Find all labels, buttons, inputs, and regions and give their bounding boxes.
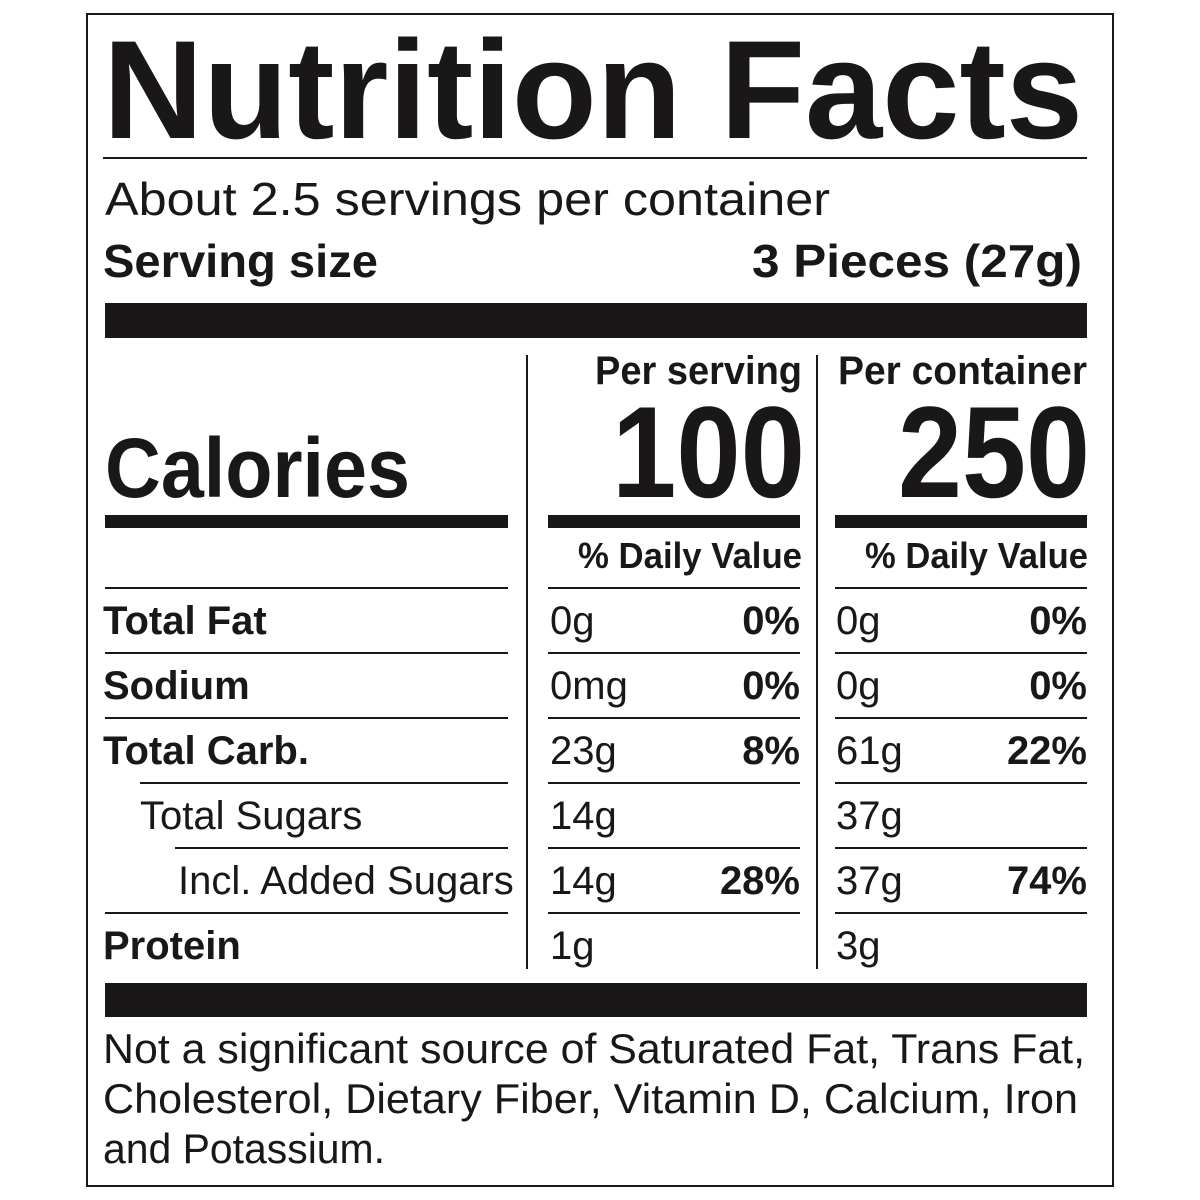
rule: [105, 652, 508, 654]
daily-value: 28%: [720, 859, 800, 903]
amount: 0g: [836, 664, 881, 708]
amount: 0g: [836, 599, 881, 643]
rule: [105, 587, 508, 589]
nutrient-name: Total Fat: [103, 599, 267, 643]
nutrient-name: Protein: [103, 924, 241, 968]
daily-value: 0%: [1029, 664, 1087, 708]
rule: [103, 157, 1087, 159]
rule: [835, 587, 1087, 589]
amount: 61g: [836, 729, 903, 773]
daily-value: 0%: [1029, 599, 1087, 643]
footnote-line: Not a significant source of Saturated Fa…: [103, 1025, 1085, 1072]
servings: About 2.5 servings per container: [105, 173, 830, 225]
rule: [835, 717, 1087, 719]
amount: 23g: [550, 729, 617, 773]
rule: [835, 912, 1087, 914]
rule: [175, 847, 508, 849]
rule: [835, 847, 1087, 849]
rule: [105, 912, 508, 914]
amount: 1g: [550, 924, 595, 968]
nutrient-name: Total Sugars: [140, 794, 362, 838]
column-header: Per container: [838, 349, 1087, 393]
daily-value: 22%: [1007, 729, 1087, 773]
amount: 14g: [550, 794, 617, 838]
calories-value: 100: [612, 379, 805, 525]
daily-value: 0%: [742, 599, 800, 643]
rule: [548, 912, 800, 914]
rule: [548, 587, 800, 589]
nutrient-name: Incl. Added Sugars: [178, 859, 514, 903]
label-border: [86, 13, 1114, 1187]
amount: 0mg: [550, 664, 628, 708]
column-divider: [526, 355, 528, 969]
bar: [835, 515, 1087, 528]
amount: 14g: [550, 859, 617, 903]
daily-value: 8%: [742, 729, 800, 773]
column-header: Per serving: [595, 349, 802, 393]
bar: [548, 515, 800, 528]
rule: [548, 652, 800, 654]
bar: [105, 515, 508, 528]
serving-size-label: Serving size: [103, 235, 378, 287]
amount: 37g: [836, 794, 903, 838]
daily-value: 74%: [1007, 859, 1087, 903]
rule: [835, 782, 1087, 784]
daily-value-header: % Daily Value: [865, 535, 1088, 576]
title: Nutrition Facts: [103, 11, 1083, 168]
rule: [548, 782, 800, 784]
thick-bar: [105, 983, 1087, 1017]
thick-bar: [105, 303, 1087, 338]
amount: 37g: [836, 859, 903, 903]
daily-value: 0%: [742, 664, 800, 708]
nutrient-name: Total Carb.: [103, 729, 309, 773]
footnote-line: Cholesterol, Dietary Fiber, Vitamin D, C…: [103, 1075, 1078, 1122]
amount: 0g: [550, 599, 595, 643]
rule: [105, 717, 508, 719]
column-divider: [816, 355, 818, 969]
footnote-line: and Potassium.: [103, 1125, 385, 1172]
calories-label: Calories: [105, 421, 410, 515]
nutrient-rows: Total Fat 0g 0% 0g 0% Sodium 0mg 0% 0g 0% Total Ca…: [103, 587, 1087, 968]
serving-size-value: 3 Pieces (27g): [752, 235, 1082, 287]
nutrient-name: Sodium: [103, 664, 250, 708]
amount: 3g: [836, 924, 881, 968]
rule: [140, 782, 508, 784]
rule: [835, 652, 1087, 654]
rule: [548, 717, 800, 719]
calories-value: 250: [898, 379, 1090, 525]
rule: [548, 847, 800, 849]
daily-value-header: % Daily Value: [578, 535, 802, 576]
